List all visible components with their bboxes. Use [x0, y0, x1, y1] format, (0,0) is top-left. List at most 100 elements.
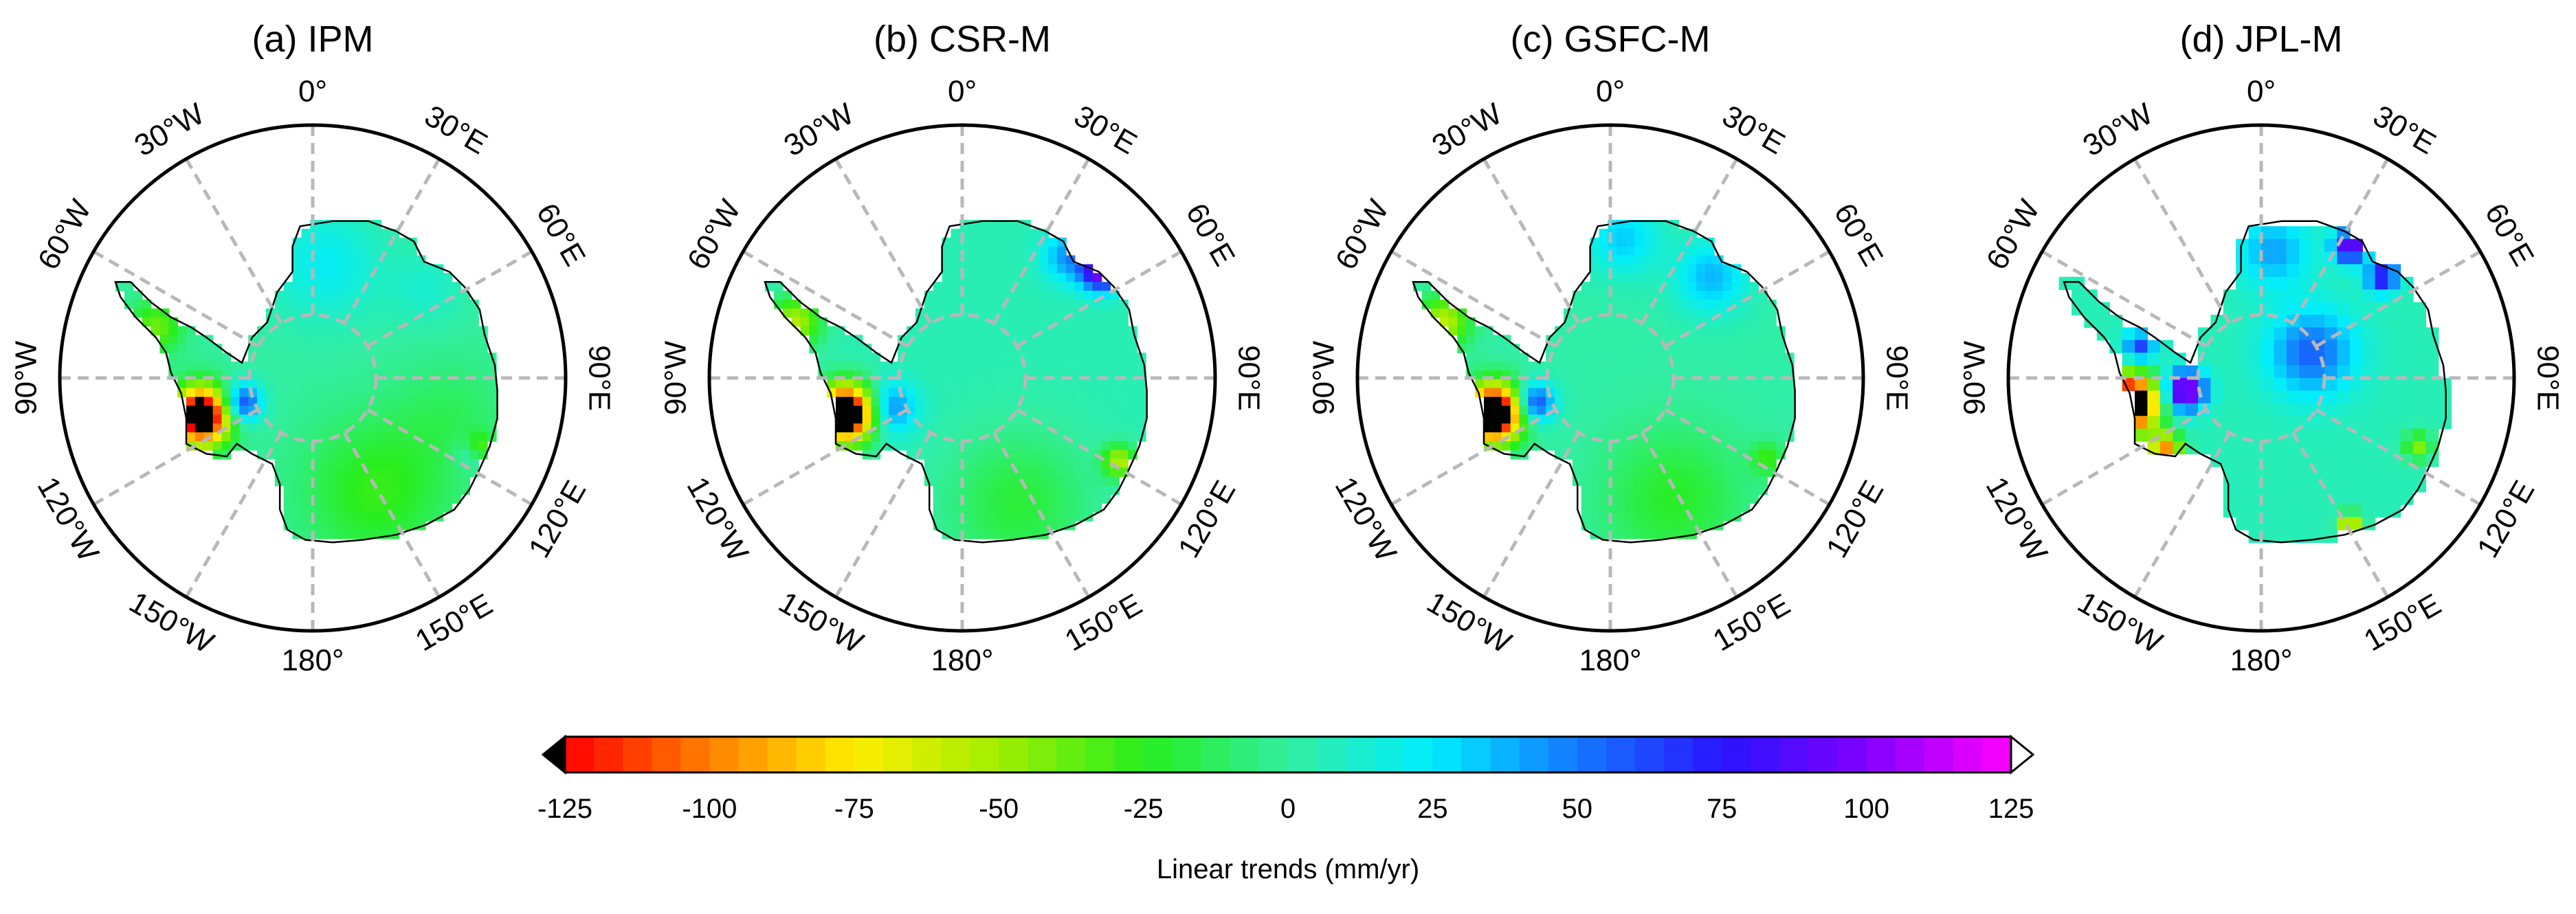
- trend-cell: [319, 529, 329, 539]
- trend-cell: [977, 405, 987, 416]
- trend-cell: [1048, 291, 1058, 300]
- trend-cell: [1705, 379, 1715, 389]
- trend-cell: [995, 405, 1005, 416]
- trend-cell: [399, 467, 408, 478]
- trend-cell: [1687, 379, 1697, 389]
- trend-cell: [1652, 246, 1662, 256]
- trend-cell: [469, 441, 479, 451]
- trend-cell: [2375, 365, 2388, 379]
- trend-cell: [336, 441, 346, 451]
- trend-cell: [319, 361, 329, 371]
- trend-cell: [381, 273, 391, 282]
- trend-cell: [1652, 291, 1662, 300]
- trend-cell: [452, 467, 462, 478]
- trend-cell: [443, 441, 453, 451]
- trend-cell: [2173, 416, 2186, 430]
- trend-cell: [328, 485, 337, 495]
- trend-cell: [1555, 414, 1564, 425]
- trend-cell: [363, 388, 373, 398]
- trend-cell: [1705, 503, 1715, 513]
- trend-cell: [301, 246, 311, 256]
- trend-cell: [363, 414, 373, 425]
- trend-cell: [1101, 282, 1111, 291]
- trend-cell: [1466, 344, 1476, 353]
- trend-cell: [452, 335, 462, 345]
- meridian-line: [2315, 249, 2481, 348]
- trend-cell: [827, 344, 836, 353]
- trend-cell: [460, 299, 470, 309]
- trend-cell: [968, 326, 978, 336]
- trend-cell: [265, 361, 276, 371]
- trend-cell: [2135, 365, 2148, 379]
- trend-cell: [1687, 299, 1697, 309]
- trend-cell: [1110, 353, 1120, 362]
- trend-cell: [1705, 485, 1715, 495]
- trend-cell: [2400, 315, 2414, 328]
- trend-cell: [1617, 379, 1626, 389]
- trend-cell: [1634, 520, 1644, 531]
- trend-cell: [942, 361, 952, 371]
- trend-cell: [1012, 317, 1023, 327]
- trend-cell: [862, 370, 872, 380]
- trend-cell: [1731, 273, 1742, 282]
- trend-cell: [1669, 228, 1680, 238]
- trend-cell: [1555, 423, 1564, 433]
- trend-cell: [844, 432, 854, 442]
- trend-cell: [995, 512, 1005, 522]
- trend-cell: [1110, 317, 1120, 327]
- trend-cell: [2261, 441, 2275, 455]
- trend-cell: [1722, 397, 1733, 407]
- trend-cell: [1021, 344, 1032, 353]
- trend-cell: [1687, 255, 1697, 265]
- trend-cell: [274, 299, 285, 309]
- trend-cell: [372, 423, 382, 433]
- trend-cell: [1625, 494, 1635, 504]
- trend-cell: [2324, 289, 2338, 303]
- trend-cell: [2210, 378, 2224, 392]
- trend-cell: [1048, 388, 1058, 398]
- trend-cell: [1669, 282, 1680, 291]
- trend-cell: [416, 467, 426, 478]
- trend-cell: [328, 246, 337, 256]
- trend-cell: [381, 388, 391, 398]
- trend-cell: [2072, 276, 2085, 290]
- meridian-line: [1482, 158, 1581, 324]
- trend-cell: [1749, 388, 1759, 398]
- trend-cell: [2375, 289, 2388, 303]
- trend-cell: [2173, 403, 2186, 416]
- colorbar-bin: [1230, 737, 1260, 772]
- trend-cell: [2210, 339, 2224, 353]
- trend-cell: [408, 299, 417, 309]
- trend-cell: [2362, 302, 2376, 315]
- trend-cell: [2375, 378, 2388, 392]
- trend-cell: [1678, 273, 1689, 282]
- trend-cell: [2236, 365, 2250, 379]
- trend-cell: [951, 299, 961, 309]
- trend-cell: [1048, 308, 1058, 318]
- trend-cell: [2248, 428, 2262, 442]
- trend-cell: [2096, 302, 2110, 315]
- trend-cell: [933, 476, 943, 487]
- longitude-label: 60°E: [1828, 198, 1889, 272]
- trend-cell: [1581, 405, 1591, 416]
- trend-cell: [2324, 238, 2338, 252]
- trend-cell: [1501, 441, 1511, 451]
- trend-cell: [1749, 282, 1759, 291]
- colorbar-bin: [1779, 737, 1810, 772]
- trend-cell: [230, 388, 241, 398]
- trend-cell: [2412, 302, 2426, 315]
- trend-cell: [292, 476, 302, 487]
- trend-cell: [1457, 317, 1467, 327]
- trend-cell: [2223, 504, 2236, 518]
- trend-cell: [1030, 520, 1041, 531]
- longitude-label: 90°E: [1232, 345, 1265, 411]
- trend-cell: [345, 449, 355, 460]
- trend-cell: [1696, 273, 1706, 282]
- trend-cell: [1048, 255, 1058, 265]
- trend-cell: [1713, 441, 1724, 451]
- trend-cell: [951, 282, 961, 291]
- trend-cell: [212, 414, 223, 425]
- trend-cell: [1740, 344, 1751, 353]
- trend-cell: [2388, 365, 2401, 379]
- colorbar-bin: [1028, 737, 1057, 772]
